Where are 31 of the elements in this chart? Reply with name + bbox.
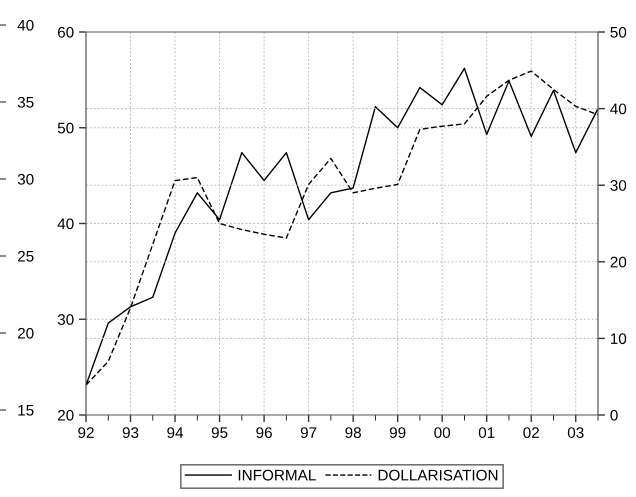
y3-tick-label: 15 bbox=[18, 405, 34, 416]
x-tick-label: 92 bbox=[78, 427, 94, 438]
x-tick-label: 02 bbox=[523, 427, 539, 438]
y3-tick-label: 30 bbox=[18, 174, 34, 185]
y2-tick-label: 10 bbox=[610, 333, 626, 344]
x-tick-label: 01 bbox=[478, 427, 494, 438]
y3-tick-label: 20 bbox=[18, 328, 34, 339]
y2-tick-label: 0 bbox=[610, 410, 618, 421]
x-tick-label: 93 bbox=[122, 427, 138, 438]
x-tick-label: 98 bbox=[345, 427, 361, 438]
y-tick-label: 40 bbox=[58, 218, 74, 230]
y2-tick-label: 20 bbox=[610, 256, 626, 268]
y-tick-label: 20 bbox=[58, 410, 74, 421]
y3-tick-label: 25 bbox=[18, 250, 34, 262]
y2-tick-label: 30 bbox=[610, 180, 626, 191]
y3-tick-label: 35 bbox=[18, 96, 34, 108]
y-tick-label: 60 bbox=[58, 26, 74, 38]
legend-label: INFORMAL bbox=[238, 470, 316, 481]
x-tick-label: 00 bbox=[434, 427, 450, 438]
x-tick-label: 94 bbox=[167, 427, 184, 438]
y2-tick-label: 50 bbox=[610, 26, 626, 38]
y-tick-label: 30 bbox=[58, 314, 74, 325]
x-tick-label: 99 bbox=[390, 427, 406, 438]
x-tick-label: 96 bbox=[256, 427, 272, 438]
y3-tick-label: 40 bbox=[18, 20, 34, 31]
y-tick-label: 50 bbox=[58, 122, 74, 134]
x-tick-label: 95 bbox=[212, 427, 228, 438]
x-tick-label: 97 bbox=[300, 427, 316, 438]
legend-label: DOLLARISATION bbox=[378, 470, 498, 481]
y2-tick-label: 40 bbox=[610, 103, 626, 114]
x-tick-label: 03 bbox=[568, 427, 584, 438]
